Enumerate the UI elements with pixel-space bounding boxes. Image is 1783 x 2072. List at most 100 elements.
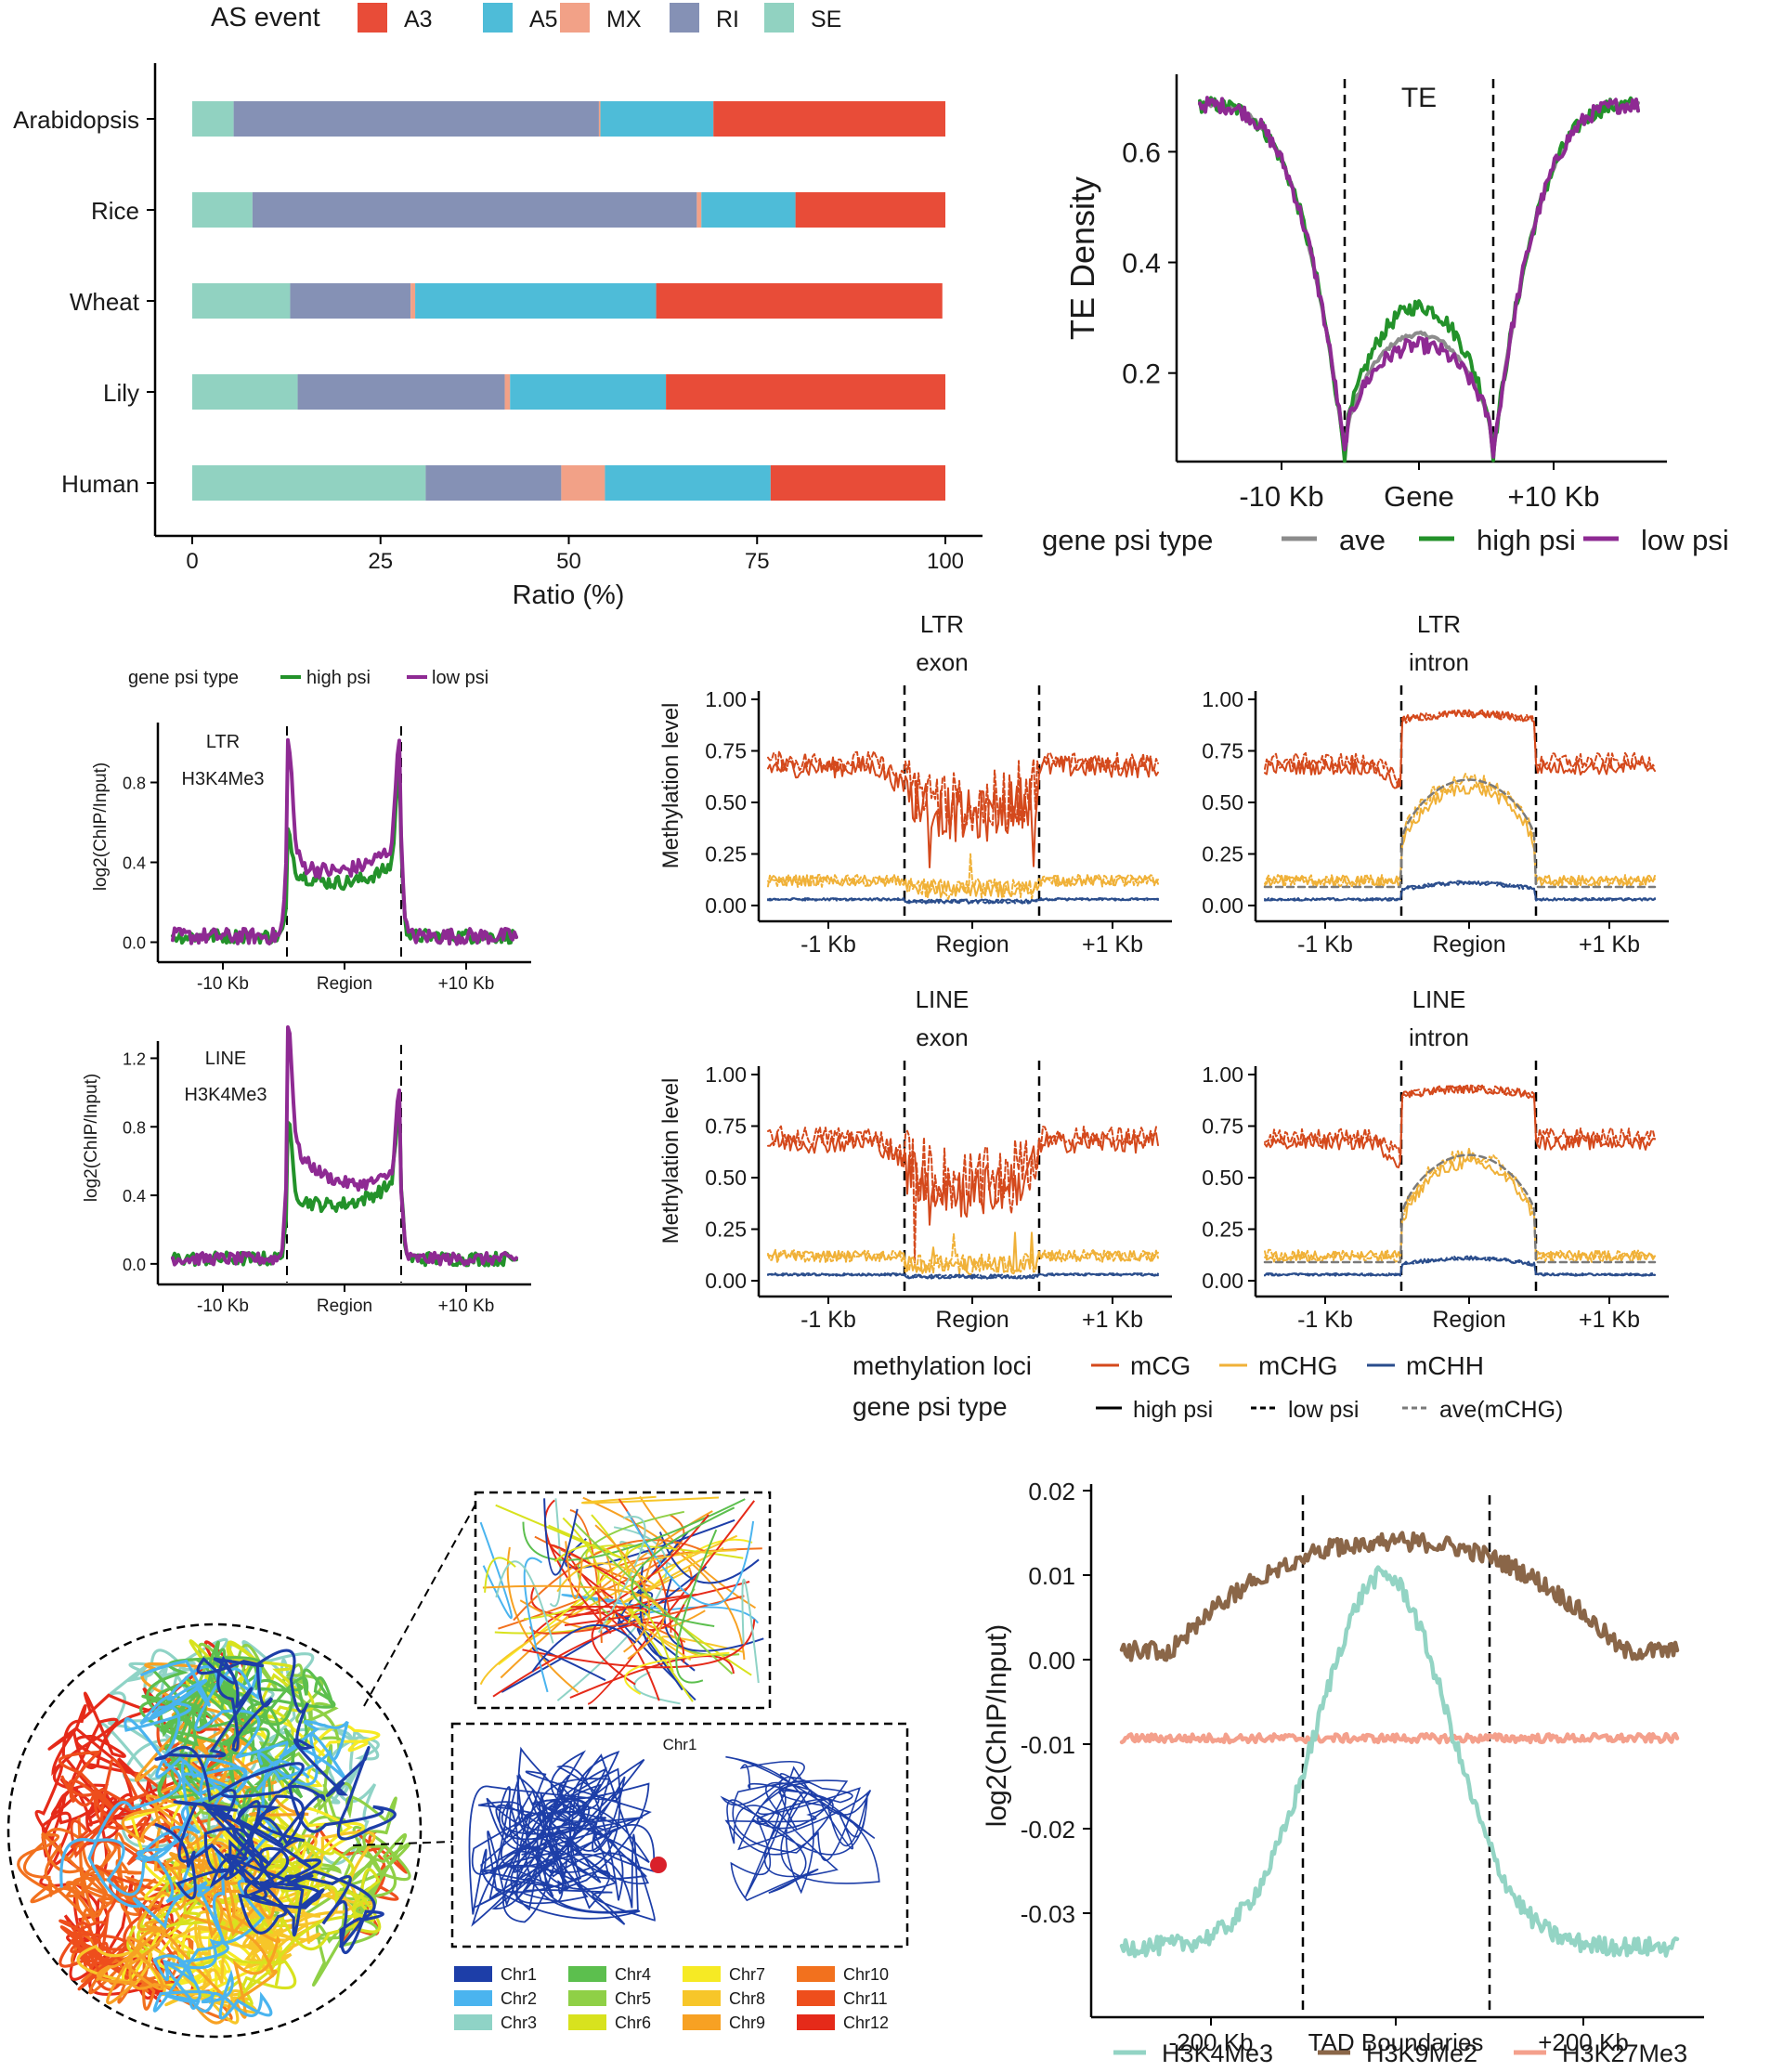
- d-panel-title-1: LTR: [1417, 610, 1461, 638]
- bar-arabidopsis-se: [192, 101, 234, 137]
- chr1-loop-sparse: [720, 1755, 880, 1902]
- c1-panel-label-1: LTR: [206, 732, 240, 752]
- chr-legend-label-7: Chr7: [729, 1965, 765, 1984]
- as-legend-label-a3: A3: [404, 7, 433, 33]
- as-legend-title: AS event: [211, 3, 320, 33]
- inset-strand: [543, 1499, 612, 1635]
- methylation-panel-1: LTR intron 0.00 0.25 0.50 0.75 1.00 -1 Kb Region…: [1202, 610, 1669, 958]
- d-x-tick-label: -1 Kb: [1297, 932, 1353, 958]
- inset-strand: [569, 1655, 735, 1699]
- d-panel-title-2: intron: [1409, 648, 1469, 676]
- chr-legend-swatch-1: [454, 1966, 492, 1982]
- bar-arabidopsis-ri: [233, 101, 599, 137]
- chromosome-legend: Chr1 Chr2 Chr3 Chr4 Chr5 Chr6 Chr7 Chr8 Chr9 Chr1…: [454, 1965, 889, 2032]
- bar-human-ri: [425, 465, 562, 501]
- bar-wheat-mx: [410, 283, 416, 319]
- genome-chromatin-tangle: [17, 1637, 411, 2025]
- inset-strand: [553, 1544, 614, 1562]
- d-line-mcg-low: [1264, 709, 1656, 789]
- as-legend-swatch-ri: [670, 3, 699, 33]
- inset-strand: [543, 1498, 579, 1576]
- as-y-tick-label: Arabidopsis: [13, 106, 139, 134]
- d-panel-title-2: exon: [916, 1023, 968, 1051]
- chr1-chromatin-loops: [468, 1746, 880, 1927]
- genome-chr-1-strand: [154, 1655, 384, 1954]
- d-line-mchg-low: [767, 1232, 1159, 1276]
- bar-arabidopsis-a5: [600, 101, 714, 137]
- chr-legend-label-9: Chr9: [729, 2013, 765, 2032]
- inset-strand: [617, 1549, 737, 1662]
- d-line-mcg-low: [767, 1125, 1159, 1264]
- d-y-tick-label: 0.75: [705, 1114, 747, 1139]
- as-y-tick-label: Wheat: [70, 288, 140, 316]
- d-y-tick-label: 0.25: [705, 842, 747, 867]
- d-y-tick-label: 1.00: [1202, 687, 1243, 711]
- f-line-h3k9me2: [1119, 1531, 1680, 1662]
- d-line-mchh-low: [767, 897, 1159, 905]
- chr-legend-label-12: Chr12: [843, 2013, 889, 2032]
- chr-legend-label-4: Chr4: [615, 1965, 651, 1984]
- chr-legend-label-8: Chr8: [729, 1989, 765, 2008]
- methylation-panels: LTR exon Methylation level 0.00 0.25 0.50 0.75…: [658, 610, 1669, 1333]
- d-line-mchh-low: [1264, 1255, 1656, 1277]
- as-x-label: Ratio (%): [513, 580, 625, 610]
- h3k4me3-charts: gene psi type high psi low psi log2(ChIP/…: [82, 668, 531, 1316]
- inset-strand: [582, 1496, 746, 1661]
- inset-strand: [495, 1560, 554, 1644]
- te-y-tick-label: 0.2: [1122, 359, 1161, 390]
- chr-legend-label-2: Chr2: [501, 1989, 537, 2008]
- d-y-tick-label: 1.00: [705, 1062, 747, 1087]
- c-x-tick-label: -10 Kb: [197, 974, 249, 994]
- as-legend-swatch-mx: [560, 3, 590, 33]
- d-line-mcg-low: [767, 749, 1159, 840]
- c-y-tick-label: 0.0: [123, 934, 146, 953]
- as-legend-label-se: SE: [811, 7, 841, 33]
- d-panel-title-1: LINE: [916, 985, 970, 1013]
- d-x-tick-label: -1 Kb: [800, 932, 856, 958]
- c-legend-title: gene psi type: [128, 668, 239, 688]
- inset-strand: [522, 1619, 756, 1669]
- inset-strand: [626, 1510, 755, 1606]
- d-y-tick-label: 0.75: [1202, 1114, 1243, 1139]
- as-legend-swatch-a3: [358, 3, 387, 33]
- d-x-tick-label: +1 Kb: [1579, 932, 1640, 958]
- c-x-tick-label: Region: [317, 974, 372, 994]
- c-x-tick-label: +10 Kb: [438, 974, 495, 994]
- f-y-tick-label: 0.02: [1028, 1478, 1075, 1505]
- genome-chr-2-strand: [152, 1759, 310, 2020]
- d-y-tick-label: 0.50: [705, 1166, 747, 1190]
- chr-legend-swatch-5: [568, 1990, 606, 2006]
- c1-y-ticks: 0.0 0.4 0.8: [123, 775, 158, 953]
- zoom-connector-1: [363, 1504, 476, 1707]
- f-x-tick-label: -200 Kb: [1168, 2028, 1253, 2056]
- c-y-tick-label: 0.8: [123, 775, 146, 793]
- d-x-tick-label: +1 Kb: [1082, 932, 1143, 958]
- d-panel-title-2: exon: [916, 648, 968, 676]
- bar-rice-mx: [696, 192, 702, 228]
- f-y-label: log2(ChIP/Input): [982, 1624, 1012, 1827]
- inset-strand: [741, 1578, 760, 1684]
- d-line-mchg-high: [1264, 783, 1656, 887]
- c-legend-label-high-psi: high psi: [306, 668, 371, 688]
- bar-lily-a3: [666, 374, 945, 410]
- c2-y-label: log2(ChIP/Input): [82, 1074, 101, 1202]
- genome-chr-9-strand: [96, 1824, 281, 2025]
- te-line-low_psi: [1198, 96, 1640, 459]
- chr-legend-swatch-9: [683, 2014, 721, 2030]
- te-x-ticks: -10 Kb Gene +10 Kb: [1239, 462, 1600, 513]
- te-y-tick-label: 0.6: [1122, 137, 1161, 168]
- bar-wheat-ri: [290, 283, 411, 319]
- te-legend: ave high psi low psi: [1282, 524, 1729, 556]
- inset-strand: [531, 1623, 637, 1673]
- chr-legend-label-3: Chr3: [501, 2013, 537, 2032]
- as-x-ticks: 0 25 50 75 100: [186, 536, 964, 574]
- bar-human-a3: [770, 465, 945, 501]
- inset-strand: [482, 1584, 665, 1661]
- chr-legend-swatch-2: [454, 1990, 492, 2006]
- te-legend-label-ave: ave: [1339, 524, 1386, 556]
- chr1-loop-dense: [468, 1746, 656, 1927]
- d-line-mcg-high: [1264, 709, 1656, 789]
- d-line-ave-mchg: [1263, 778, 1657, 889]
- d-panel-title-2: intron: [1409, 1023, 1469, 1051]
- c-line-low-psi: [171, 1025, 518, 1267]
